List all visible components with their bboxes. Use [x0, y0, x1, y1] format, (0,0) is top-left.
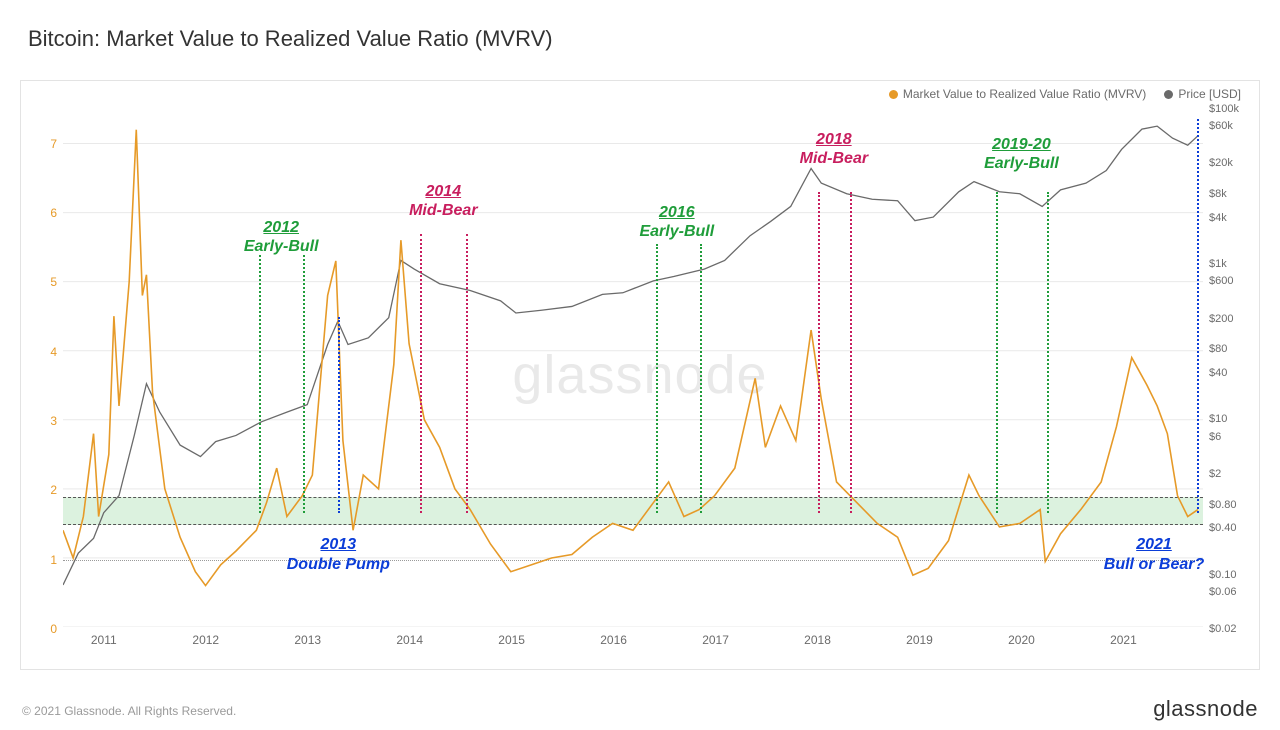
legend-item-mvrv: Market Value to Realized Value Ratio (MV… [889, 87, 1146, 101]
event-marker-line [850, 192, 852, 512]
legend-dot-price [1164, 90, 1173, 99]
copyright: © 2021 Glassnode. All Rights Reserved. [22, 704, 236, 718]
legend-label-mvrv: Market Value to Realized Value Ratio (MV… [903, 87, 1146, 101]
y-right-tick: $40 [1209, 367, 1227, 379]
chart-annotation: 2013Double Pump [287, 535, 390, 573]
x-tick: 2018 [804, 633, 831, 647]
y-right-tick: $0.40 [1209, 522, 1237, 534]
y-right-tick: $80 [1209, 343, 1227, 355]
x-tick: 2016 [600, 633, 627, 647]
y-left-tick: 2 [50, 483, 57, 497]
chart-annotation: 2014Mid-Bear [409, 182, 477, 220]
event-marker-line [1047, 192, 1049, 512]
y-right-tick: $600 [1209, 275, 1233, 287]
y-right-tick: $2 [1209, 468, 1221, 480]
legend-label-price: Price [USD] [1178, 87, 1241, 101]
x-tick: 2013 [294, 633, 321, 647]
y-left-tick: 1 [50, 553, 57, 567]
x-tick: 2014 [396, 633, 423, 647]
y-right-tick: $200 [1209, 313, 1233, 325]
legend: Market Value to Realized Value Ratio (MV… [889, 87, 1241, 101]
plot-area [63, 109, 1203, 627]
event-marker-line [466, 234, 468, 513]
legend-dot-mvrv [889, 90, 898, 99]
event-marker-line [303, 255, 305, 513]
y-right-tick: $100k [1209, 103, 1239, 115]
y-left-tick: 6 [50, 206, 57, 220]
y-right-tick: $20k [1209, 157, 1233, 169]
y-left-tick: 0 [50, 622, 57, 636]
chart-annotation: 2016Early-Bull [639, 203, 714, 241]
y-right-tick: $0.80 [1209, 499, 1237, 511]
chart-annotation: 2019-20Early-Bull [984, 135, 1059, 173]
x-tick: 2015 [498, 633, 525, 647]
y-right-tick: $1k [1209, 258, 1227, 270]
chart-annotation: 2012Early-Bull [244, 218, 319, 256]
event-marker-line [700, 244, 702, 512]
y-left-tick: 7 [50, 137, 57, 151]
event-marker-line [1197, 119, 1199, 512]
event-marker-line [338, 317, 340, 513]
chart-annotation: 2018Mid-Bear [800, 130, 868, 168]
chart-title: Bitcoin: Market Value to Realized Value … [28, 26, 553, 52]
y-left-tick: 5 [50, 275, 57, 289]
legend-item-price: Price [USD] [1164, 87, 1241, 101]
event-marker-line [656, 244, 658, 512]
plot-svg [63, 109, 1203, 627]
event-marker-line [818, 192, 820, 512]
y-right-tick: $0.10 [1209, 569, 1237, 581]
x-tick: 2012 [192, 633, 219, 647]
event-marker-line [259, 255, 261, 513]
brand-logo: glassnode [1153, 696, 1258, 722]
x-tick: 2011 [91, 633, 117, 647]
chart-annotation: 2021Bull or Bear? [1104, 535, 1204, 573]
x-tick: 2019 [906, 633, 933, 647]
event-marker-line [996, 192, 998, 512]
y-right-tick: $8k [1209, 188, 1227, 200]
x-tick: 2021 [1110, 633, 1137, 647]
chart-container: Market Value to Realized Value Ratio (MV… [20, 80, 1260, 670]
y-right-tick: $10 [1209, 413, 1227, 425]
y-right-tick: $6 [1209, 431, 1221, 443]
y-right-tick: $0.06 [1209, 586, 1237, 598]
x-tick: 2017 [702, 633, 729, 647]
x-tick: 2020 [1008, 633, 1035, 647]
y-right-tick: $0.02 [1209, 623, 1237, 635]
y-left-tick: 4 [50, 345, 57, 359]
y-right-tick: $4k [1209, 212, 1227, 224]
event-marker-line [420, 234, 422, 513]
y-left-tick: 3 [50, 414, 57, 428]
y-right-tick: $60k [1209, 120, 1233, 132]
